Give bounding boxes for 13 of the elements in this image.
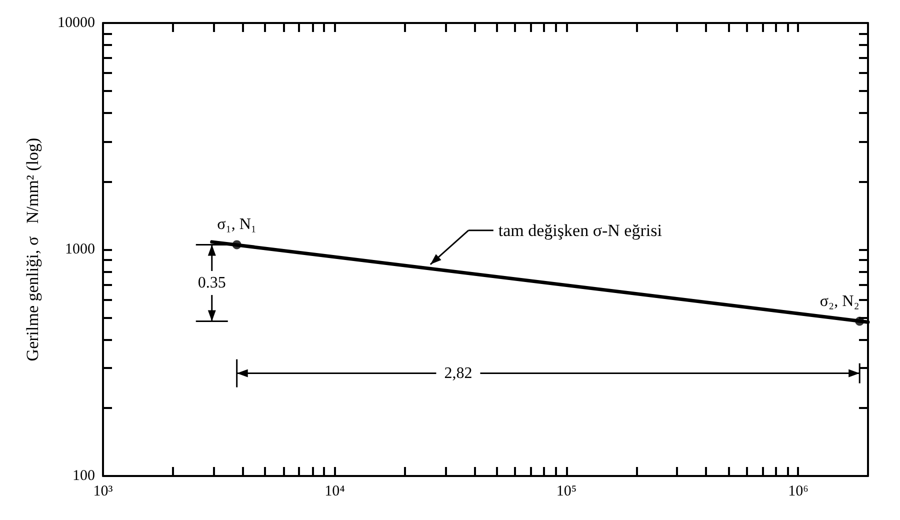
x-tick-label: 10³ [93,484,114,500]
x-tick-label: 10⁴ [324,484,345,500]
x-tick-label: 10⁶ [788,484,808,500]
annotation: σ₂, N₂ [820,292,860,310]
x-tick-label: 10⁵ [556,484,577,500]
y-axis-title: Gerilme genliği, σ N/mm² (log) [23,138,42,362]
y-tick-label: 1000 [65,242,95,258]
annotation: tam değişken σ-N eğrisi [498,220,662,240]
y-tick-label: 100 [72,468,95,484]
annotation: σ₁, N₁ [217,216,257,234]
annotation: 0.35 [198,274,226,292]
y-tick-label: 10000 [58,15,95,31]
annotation: 2,82 [444,364,472,382]
